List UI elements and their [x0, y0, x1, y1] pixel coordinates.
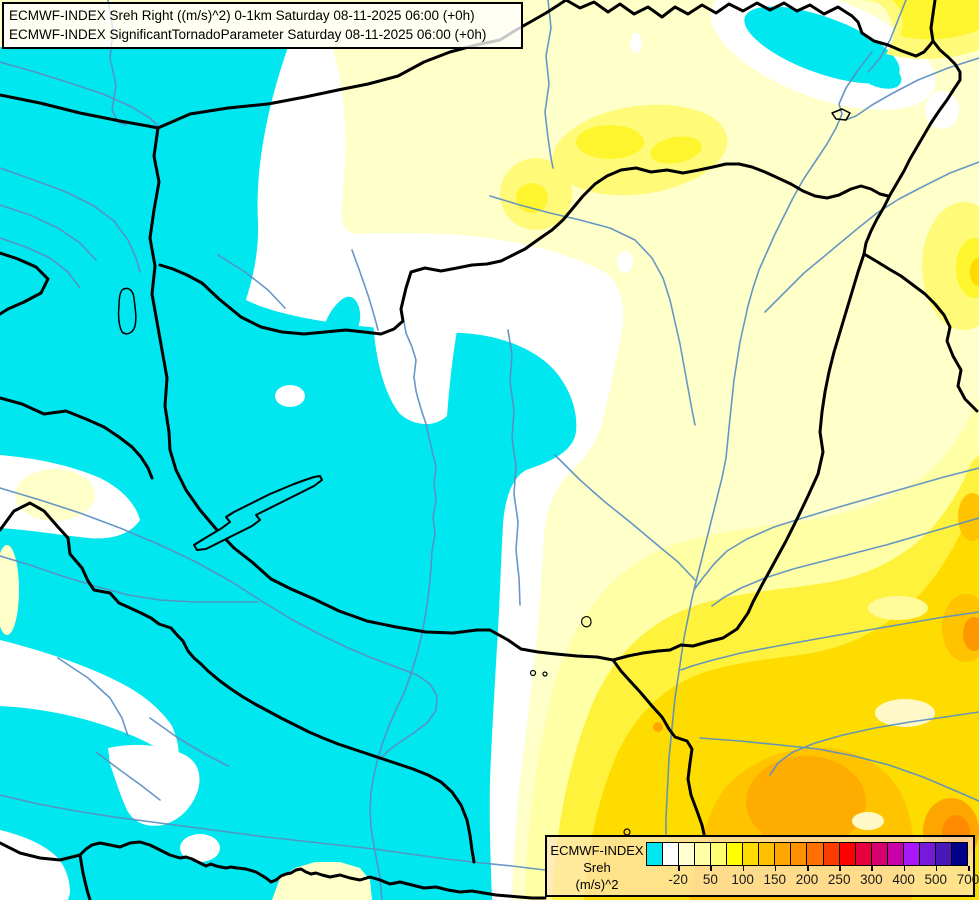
lake-balaton [193, 475, 323, 551]
legend-units: (m/s)^2 [575, 877, 619, 892]
tick-mark [774, 866, 777, 871]
tick-label: 300 [860, 872, 883, 887]
tick-label: 700 [956, 872, 979, 887]
tick-mark [839, 866, 841, 871]
colorbar-cell-7 [758, 843, 775, 865]
lake-neusiedl [117, 287, 137, 335]
colorbar-cell-6 [742, 843, 759, 865]
tick-label: 250 [827, 872, 851, 887]
colorbar-cell-11 [822, 843, 839, 865]
colorbar-cell-16 [902, 843, 919, 865]
tick-label: -20 [668, 872, 688, 887]
tick-mark [710, 866, 712, 871]
helicity-gradient-southeast [525, 396, 979, 900]
title-line-1: ECMWF-INDEX Sreh Right ((m/s)^2) 0-1km S… [9, 8, 475, 23]
lake-tisza [831, 108, 851, 121]
tick-label: 100 [731, 872, 754, 887]
legend-parameter: Sreh [583, 860, 611, 875]
colorbar-cell-18 [934, 843, 951, 865]
tick-mark [742, 866, 745, 871]
tick-label: 200 [795, 872, 819, 887]
title-line-2: ECMWF-INDEX SignificantTornadoParameter … [9, 27, 487, 42]
tick-mark [968, 866, 970, 871]
tick-mark [903, 866, 906, 871]
colorbar-cell-17 [918, 843, 935, 865]
small-lake [542, 671, 548, 677]
legend-title: ECMWF-INDEX Sreh (m/s)^2 [547, 842, 647, 893]
tick-label: 400 [892, 872, 915, 887]
northeast-cyan-blob [710, 0, 936, 110]
colorbar-cell-3 [694, 843, 711, 865]
tick-mark [807, 866, 809, 871]
tick-label: 150 [763, 872, 787, 887]
colorbar-cell-4 [710, 843, 727, 865]
colorbar-cell-8 [774, 843, 791, 865]
legend-product: ECMWF-INDEX [550, 843, 644, 858]
cream-patches [0, 469, 372, 900]
small-lake [529, 669, 537, 677]
colorbar-cell-14 [870, 843, 887, 865]
tick-mark [871, 866, 873, 871]
colorbar-cell-15 [886, 843, 903, 865]
color-scale-bar [646, 842, 968, 866]
tick-mark [935, 866, 938, 871]
colorbar-cell-1 [662, 843, 679, 865]
colorbar-cell-10 [806, 843, 823, 865]
tick-mark [678, 866, 680, 871]
legend: ECMWF-INDEX Sreh (m/s)^2 -20 50 100 150 200 2… [545, 835, 979, 897]
tick-label: 500 [924, 872, 948, 887]
colorbar-cell-5 [726, 843, 743, 865]
colorbar-cell-12 [838, 843, 855, 865]
colorbar-cell-9 [790, 843, 807, 865]
colorbar-cell-13 [854, 843, 871, 865]
title-box: ECMWF-INDEX Sreh Right ((m/s)^2) 0-1km S… [2, 2, 523, 49]
tick-label: 50 [702, 872, 718, 887]
colorbar-cell-19 [950, 843, 967, 865]
lakes [117, 108, 851, 836]
colorbar-cell-0 [647, 843, 663, 865]
colorbar-cell-2 [678, 843, 695, 865]
small-lake [581, 616, 592, 628]
